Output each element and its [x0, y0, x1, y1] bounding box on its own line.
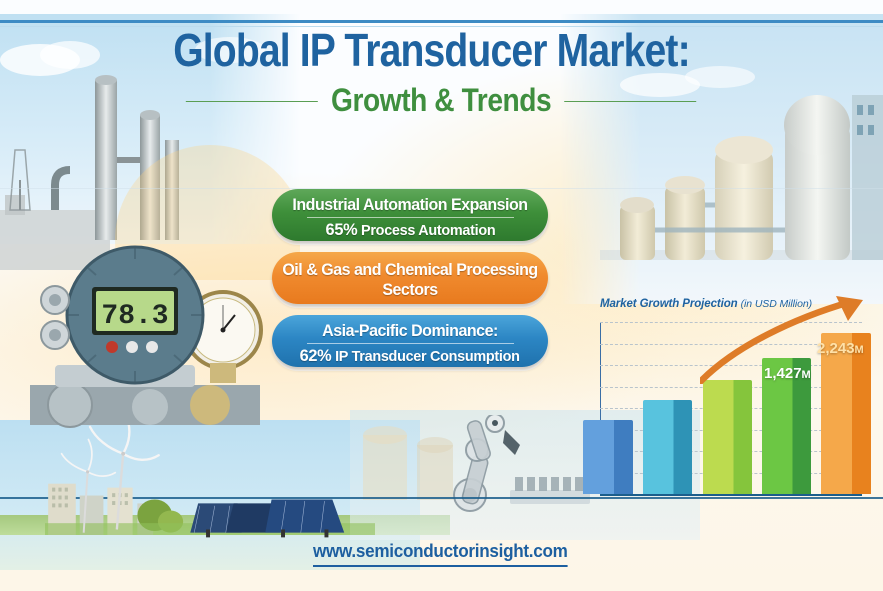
svg-text:78.3: 78.3	[101, 301, 168, 332]
